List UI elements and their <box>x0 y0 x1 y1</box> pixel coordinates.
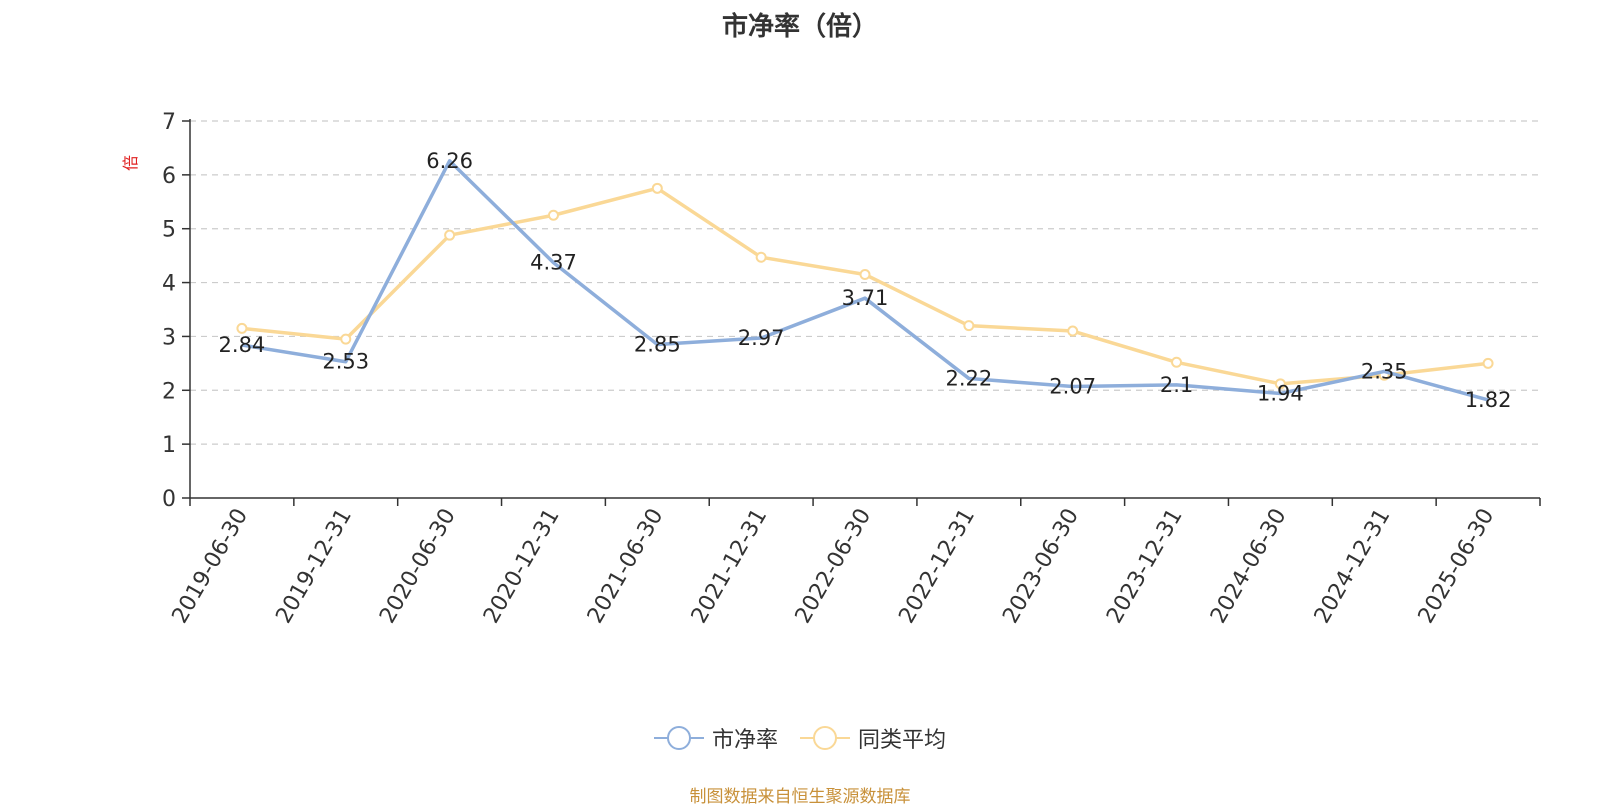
data-label: 1.94 <box>1257 382 1304 406</box>
data-label: 6.26 <box>426 149 473 173</box>
data-label: 2.35 <box>1361 359 1408 383</box>
y-tick-label: 3 <box>162 325 176 350</box>
y-tick-label: 1 <box>162 433 176 458</box>
gridlines <box>190 120 1540 445</box>
data-label: 2.53 <box>322 350 369 374</box>
legend-item-series1[interactable]: 市净率 <box>653 722 778 754</box>
y-tick-label: 0 <box>162 487 176 512</box>
y-tick-label: 5 <box>162 218 176 243</box>
data-label: 2.84 <box>219 333 266 357</box>
x-tick-label: 2022-06-30 <box>791 505 877 628</box>
series-2-point <box>963 320 975 332</box>
data-label: 3.71 <box>842 286 889 310</box>
chart-title: 市净率（倍） <box>721 12 878 42</box>
x-tick-label: 2023-06-30 <box>998 505 1084 628</box>
y-tick-label: 4 <box>162 272 176 297</box>
x-tick-label: 2025-06-30 <box>1414 505 1500 628</box>
data-label: 2.97 <box>738 326 785 350</box>
source-note: 制图数据来自恒生聚源数据库 <box>689 787 911 807</box>
data-label: 1.82 <box>1465 388 1512 412</box>
data-label: 4.37 <box>530 251 577 275</box>
data-labels: 2.84 2.53 6.26 4.37 2.85 2.97 3.71 2.22 2.07 2.1 1… <box>219 149 1512 412</box>
x-tick-label: 2023-12-31 <box>1102 505 1188 628</box>
x-tick-label: 2024-06-30 <box>1206 505 1292 628</box>
x-tick-label: 2019-06-30 <box>168 505 254 628</box>
x-tick-label: 2020-12-31 <box>479 505 565 628</box>
x-tick-label: 2024-12-31 <box>1310 505 1396 628</box>
series-2-point <box>1171 356 1183 368</box>
y-tick-label: 6 <box>162 164 176 189</box>
series-2-point <box>444 229 456 241</box>
legend: 市净率 同类平均 <box>0 722 1600 754</box>
y-tick-label: 7 <box>162 110 176 135</box>
y-tick-label: 2 <box>162 379 176 404</box>
data-label: 2.22 <box>945 366 992 390</box>
legend-marker-series1 <box>653 726 704 750</box>
legend-label-series1: 市净率 <box>711 728 778 753</box>
x-tick-label: 2020-06-30 <box>375 505 461 628</box>
series-2-point <box>1274 378 1286 390</box>
x-tick-label: 2021-12-31 <box>687 505 773 628</box>
series-2-point <box>651 182 663 194</box>
series-2-point <box>547 209 559 221</box>
series-2-point <box>236 322 248 334</box>
series-lines <box>236 159 1494 402</box>
series-2-point <box>340 333 352 345</box>
legend-item-series2[interactable]: 同类平均 <box>800 722 946 754</box>
data-label: 2.07 <box>1049 375 1096 399</box>
series-line-1 <box>241 159 1489 402</box>
legend-marker-series2 <box>800 726 850 750</box>
legend-label-series2: 同类平均 <box>858 728 947 753</box>
y-axis-unit-label: 倍 <box>121 155 140 171</box>
series-2-point <box>1482 357 1494 369</box>
data-label: 2.1 <box>1160 373 1193 397</box>
x-tick-label: 2022-12-31 <box>894 505 980 628</box>
x-tick-label: 2019-12-31 <box>271 505 357 628</box>
series-2-point <box>859 268 871 280</box>
series-2-point <box>755 251 767 263</box>
x-tick-label: 2021-06-30 <box>583 505 669 628</box>
data-label: 2.85 <box>634 333 681 357</box>
series-2-point <box>1067 325 1079 337</box>
